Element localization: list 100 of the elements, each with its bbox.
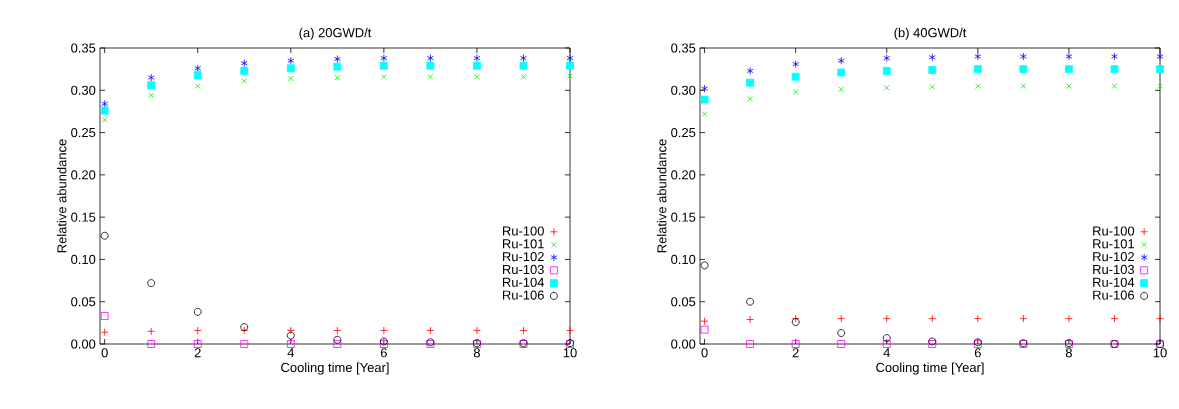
- point: [100, 106, 109, 115]
- point: [147, 73, 155, 82]
- y-axis-title: Relative abundance: [656, 139, 667, 253]
- point: [240, 323, 249, 331]
- legend-label: Ru-103: [503, 264, 544, 275]
- point: [333, 340, 342, 348]
- point: [792, 60, 800, 68]
- point: [333, 335, 342, 344]
- point: [792, 89, 799, 95]
- y-tick-label: 0.15: [671, 212, 696, 222]
- legend-label: Ru-103: [1093, 264, 1135, 275]
- point: [334, 74, 341, 81]
- point: [1065, 65, 1073, 74]
- point: [101, 117, 108, 123]
- point: [1110, 65, 1119, 74]
- x-tick-label: 2: [194, 348, 201, 358]
- point: [837, 68, 846, 77]
- legend-label: Ru-106: [503, 290, 544, 300]
- point: [566, 61, 574, 70]
- point: [974, 83, 981, 89]
- y-tick-label: 0.20: [71, 170, 96, 180]
- point: [1019, 65, 1028, 74]
- legend-label: Ru-104: [1093, 277, 1135, 287]
- point: [882, 334, 891, 342]
- x-tick-label: 0: [701, 348, 708, 358]
- point: [882, 340, 891, 348]
- point: [928, 314, 937, 323]
- point: [791, 318, 800, 326]
- chart-title: (a) 20GWD/t: [299, 27, 372, 40]
- y-tick-label: 0.35: [671, 43, 696, 53]
- y-tick-label: 0.30: [671, 85, 696, 95]
- point: [193, 340, 202, 348]
- chart-title: (b) 40GWD/t: [894, 27, 967, 40]
- point: [882, 314, 891, 323]
- point: [700, 325, 709, 334]
- point: [1065, 314, 1073, 323]
- point: [746, 297, 755, 306]
- point: [567, 73, 573, 79]
- point: [240, 340, 249, 348]
- point: [147, 327, 156, 336]
- point: [520, 73, 527, 80]
- point: [426, 326, 435, 335]
- x-tick-label: 4: [883, 348, 890, 358]
- legend-label: Ru-101: [503, 239, 544, 249]
- legend-label: Ru-100: [503, 226, 544, 236]
- point: [883, 54, 891, 63]
- point: [474, 73, 480, 80]
- y-tick-label: 0.30: [71, 85, 96, 95]
- y-tick-label: 0.10: [671, 254, 696, 265]
- point: [837, 314, 846, 323]
- point: [973, 65, 982, 74]
- point: [286, 64, 295, 73]
- point: [193, 71, 202, 79]
- x-tick-label: 6: [974, 348, 981, 358]
- point: [241, 78, 248, 84]
- point: [473, 61, 481, 70]
- x-tick-label: 8: [1065, 348, 1072, 358]
- point: [1111, 83, 1118, 89]
- point: [1156, 314, 1164, 323]
- point: [746, 66, 754, 75]
- x-tick-label: 0: [101, 348, 108, 358]
- point: [1156, 65, 1164, 74]
- point: [746, 78, 755, 87]
- point: [286, 340, 295, 348]
- point: [333, 326, 342, 335]
- point: [100, 328, 109, 337]
- point: [974, 52, 982, 61]
- legend-label: Ru-102: [503, 252, 544, 262]
- point: [791, 72, 800, 81]
- point: [426, 61, 435, 70]
- point: [747, 95, 753, 102]
- point: [147, 340, 156, 348]
- legend-label: Ru-101: [1093, 239, 1134, 249]
- point: [1066, 83, 1072, 89]
- x-tick-label: 10: [563, 348, 577, 358]
- point: [194, 64, 202, 73]
- point: [928, 53, 936, 62]
- point: [193, 307, 202, 316]
- y-tick-label: 0.05: [671, 297, 696, 307]
- point: [147, 81, 156, 90]
- point: [147, 279, 156, 288]
- point: [1019, 52, 1027, 61]
- point: [1020, 83, 1027, 89]
- x-tick-label: 10: [1153, 348, 1167, 358]
- legend-label: Ru-100: [1093, 226, 1135, 236]
- point: [838, 86, 845, 93]
- point: [473, 326, 481, 335]
- y-tick-label: 0.25: [71, 127, 96, 138]
- x-tick-label: 8: [473, 348, 480, 358]
- point: [837, 340, 846, 348]
- point: [379, 61, 388, 70]
- point: [1156, 52, 1164, 61]
- point: [566, 54, 574, 63]
- point: [883, 84, 890, 91]
- point: [837, 56, 845, 65]
- point: [882, 66, 891, 75]
- point: [929, 84, 936, 90]
- point: [701, 111, 708, 117]
- legend-label: Ru-102: [1093, 252, 1134, 262]
- y-tick-label: 0.15: [71, 212, 96, 222]
